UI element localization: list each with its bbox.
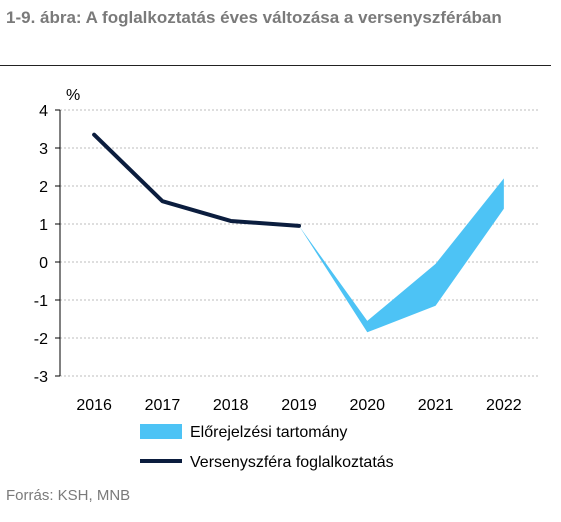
legend-swatch-range: [140, 424, 182, 439]
plot-marks: [92, 132, 504, 333]
y-tick-label: 0: [39, 255, 48, 272]
x-tick-label: 2018: [213, 397, 249, 414]
x-tick-label: 2021: [418, 397, 454, 414]
x-tick-label: 2019: [281, 397, 317, 414]
forecast-range-band: [299, 178, 504, 333]
legend-label-range: Előrejelzési tartomány: [190, 424, 347, 441]
x-tick-label: 2016: [76, 397, 112, 414]
x-tick-label: 2017: [145, 397, 181, 414]
y-axis-ticks: 4 3 2 1 0 -1 -2 -3: [34, 103, 48, 386]
x-tick-label: 2020: [349, 397, 385, 414]
source-note: Forrás: KSH, MNB: [6, 487, 131, 504]
x-axis-ticks: 2016 2017 2018 2019 2020 2021 2022: [76, 397, 521, 414]
x-tick-label: 2022: [486, 397, 522, 414]
legend: Előrejelzési tartomány Versenyszféra fogl…: [140, 424, 394, 471]
y-tick-label: 3: [39, 141, 48, 158]
chart-area: 4 3 2 1 0 -1 -2 -3 2016 2017 2018 2019 2020 2021 2022…: [34, 87, 538, 471]
y-axis-unit: %: [66, 87, 80, 104]
y-tick-label: 4: [39, 103, 48, 120]
y-tick-label: -3: [34, 369, 48, 386]
title-divider: [0, 65, 551, 66]
chart-title: 1-9. ábra: A foglalkoztatás éves változá…: [6, 8, 502, 27]
y-tick-label: -1: [34, 293, 48, 310]
grid-lines: [55, 109, 538, 377]
y-tick-label: 2: [39, 179, 48, 196]
y-tick-label: 1: [39, 217, 48, 234]
employment-line: [92, 132, 301, 228]
legend-label-line: Versenyszféra foglalkoztatás: [190, 454, 394, 471]
y-tick-label: -2: [34, 331, 48, 348]
